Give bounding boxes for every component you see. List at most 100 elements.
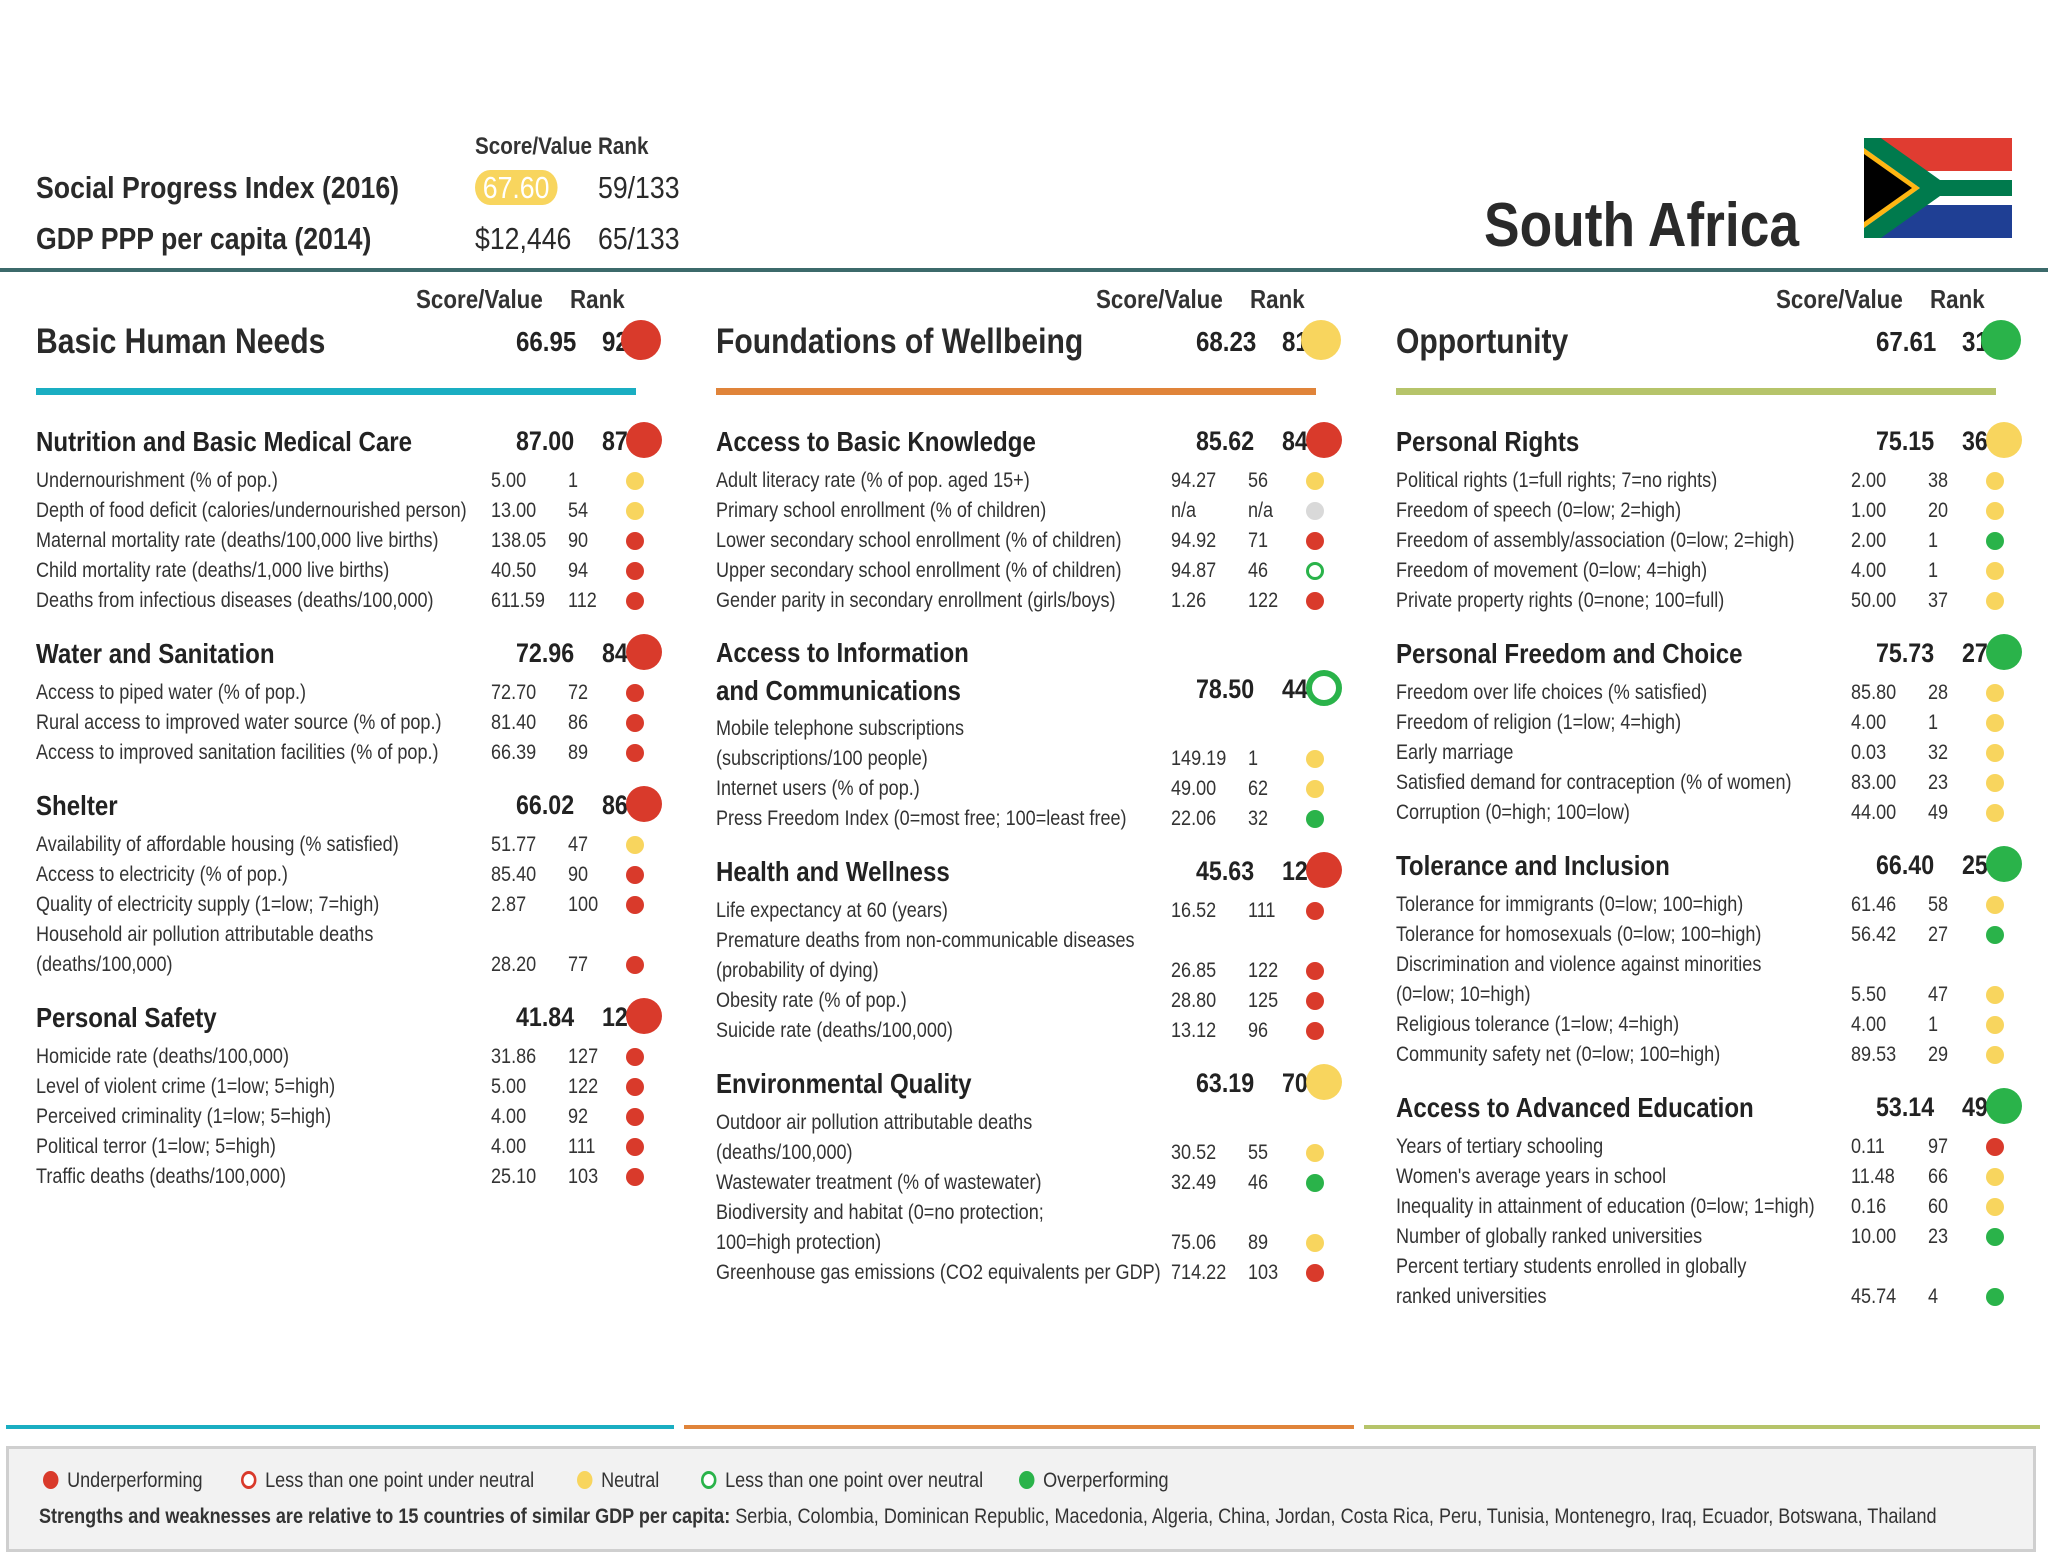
- indicator-name: Greenhouse gas emissions (CO2 equivalent…: [716, 1261, 1161, 1284]
- indicator-row: Primary school enrollment (% of children…: [716, 496, 1366, 526]
- indicator-status-dot: [626, 1138, 644, 1156]
- indicator-name: Tolerance for homosexuals (0=low; 100=hi…: [1396, 923, 1762, 946]
- section-rank: 84: [1282, 426, 1308, 456]
- indicator-name: Undernourishment (% of pop.): [36, 469, 278, 492]
- indicator-rank: 23: [1928, 1225, 1949, 1248]
- indicator-value: 4.00: [491, 1105, 527, 1128]
- indicator-status-dot: [1306, 532, 1324, 550]
- indicator-status-dot: [626, 592, 644, 610]
- indicator-name: Access to improved sanitation facilities…: [36, 741, 439, 764]
- indicator-status-dot: [1986, 1198, 2004, 1216]
- indicator-value: 83.00: [1851, 771, 1897, 794]
- indicator-value: 26.85: [1171, 959, 1217, 982]
- indicator-row: Undernourishment (% of pop.) 5.00 1: [36, 466, 686, 496]
- indicator-rank: 4: [1928, 1285, 1939, 1308]
- indicator-rank: 97: [1928, 1135, 1949, 1158]
- bottom-line-opportunity: [1364, 1425, 2040, 1429]
- indicator-status-dot: [626, 472, 644, 490]
- red-ring-icon: [241, 1471, 257, 1489]
- indicator-row: Tolerance for homosexuals (0=low; 100=hi…: [1396, 920, 2046, 950]
- dimension-score: 68.23: [1196, 326, 1257, 357]
- indicator-status-dot: [1306, 780, 1324, 798]
- indicator-name: Years of tertiary schooling: [1396, 1135, 1604, 1158]
- indicator-value: 22.06: [1171, 807, 1217, 830]
- indicator-status-dot: [1986, 1046, 2004, 1064]
- indicator-value: 1.00: [1851, 499, 1887, 522]
- column-score-header: Score/Value: [416, 284, 543, 314]
- legend-neutral: Neutral: [577, 1469, 659, 1493]
- indicator-name: Community safety net (0=low; 100=high): [1396, 1043, 1721, 1066]
- indicator-status-dot: [1986, 562, 2004, 580]
- section-status-dot: [1986, 422, 2022, 458]
- indicator-rank: 86: [568, 711, 589, 734]
- indicator-row: Obesity rate (% of pop.) 28.80 125: [716, 986, 1366, 1016]
- indicator-row: Quality of electricity supply (1=low; 7=…: [36, 890, 686, 920]
- indicator-row: Level of violent crime (1=low; 5=high) 5.…: [36, 1072, 686, 1102]
- indicator-value: 56.42: [1851, 923, 1897, 946]
- indicator-rank: 1: [1248, 747, 1259, 770]
- section-name: Tolerance and Inclusion: [1396, 850, 1670, 881]
- indicator-status-dot: [1306, 502, 1324, 520]
- bottom-line-basic-needs: [6, 1425, 674, 1429]
- indicator-name: Inequality in attainment of education (0…: [1396, 1195, 1815, 1218]
- column-foundations-of-wellbeing: Score/Value Rank Foundations of Wellbeing 6…: [716, 272, 1366, 1322]
- indicator-value: 61.46: [1851, 893, 1897, 916]
- indicator-rank: n/a: [1248, 499, 1274, 522]
- indicator-status-dot: [1306, 750, 1324, 768]
- indicator-rank: 28: [1928, 681, 1949, 704]
- indicator-rank: 56: [1248, 469, 1269, 492]
- indicator-rank: 38: [1928, 469, 1949, 492]
- indicator-name: Access to electricity (% of pop.): [36, 863, 288, 886]
- indicator-status-dot: [1306, 1174, 1324, 1192]
- section-score: 87.00: [516, 426, 575, 456]
- indicator-rank: 89: [568, 741, 589, 764]
- dimension-underline: [36, 388, 636, 395]
- indicator-rank: 125: [1248, 989, 1279, 1012]
- indicator-row: Premature deaths from non-communicable d…: [716, 926, 1366, 956]
- indicator-status-dot: [1986, 744, 2004, 762]
- indicator-row: Traffic deaths (deaths/100,000) 25.10 103: [36, 1162, 686, 1192]
- dimension-status-dot: [1981, 320, 2021, 360]
- indicator-value: 0.16: [1851, 1195, 1887, 1218]
- section-gap: [1396, 1312, 2046, 1330]
- indicator-row: (probability of dying) 26.85 122: [716, 956, 1366, 986]
- dimension-name: Opportunity: [1396, 322, 1569, 361]
- indicator-status-dot: [626, 896, 644, 914]
- indicator-value: 89.53: [1851, 1043, 1897, 1066]
- indicator-row: 100=high protection) 75.06 89: [716, 1228, 1366, 1258]
- indicator-rank: 37: [1928, 589, 1949, 612]
- indicator-value: 149.19: [1171, 747, 1227, 770]
- indicator-status-dot: [626, 502, 644, 520]
- indicator-row: Availability of affordable housing (% sa…: [36, 830, 686, 860]
- indicator-name: Tolerance for immigrants (0=low; 100=hig…: [1396, 893, 1744, 916]
- indicator-value: 51.77: [491, 833, 537, 856]
- section-status-dot: [1986, 634, 2022, 670]
- section-title-row: Shelter 66.02 86: [36, 786, 686, 830]
- column-score-header: Score/Value: [1096, 284, 1223, 314]
- indicator-rank: 72: [568, 681, 589, 704]
- section-score: 41.84: [516, 1002, 575, 1032]
- section-gap: [716, 1288, 1366, 1306]
- indicator-value: 94.27: [1171, 469, 1217, 492]
- indicator-status-dot: [1306, 592, 1324, 610]
- section-gap: [36, 768, 686, 786]
- section-status-dot: [626, 786, 662, 822]
- indicator-name: Maternal mortality rate (deaths/100,000 …: [36, 529, 439, 552]
- indicator-status-dot: [626, 714, 644, 732]
- indicator-rank: 54: [568, 499, 589, 522]
- indicator-status-dot: [1986, 1228, 2004, 1246]
- indicator-rank: 103: [568, 1165, 599, 1188]
- section-score: 72.96: [516, 638, 575, 668]
- indicator-row: Adult literacy rate (% of pop. aged 15+)…: [716, 466, 1366, 496]
- indicator-status-dot: [1986, 502, 2004, 520]
- indicator-value: 66.39: [491, 741, 537, 764]
- indicator-status-dot: [626, 866, 644, 884]
- indicator-status-dot: [626, 684, 644, 702]
- dimension-row: Foundations of Wellbeing 68.23 81: [716, 320, 1366, 372]
- green-ring-icon: [701, 1471, 717, 1489]
- indicator-name: Depth of food deficit (calories/undernou…: [36, 499, 467, 522]
- dimension-score: 67.61: [1876, 326, 1937, 357]
- indicator-status-dot: [1986, 532, 2004, 550]
- column-opportunity: Score/Value Rank Opportunity 67.61 31 Persona…: [1396, 272, 2046, 1322]
- indicator-row: Access to electricity (% of pop.) 85.40 90: [36, 860, 686, 890]
